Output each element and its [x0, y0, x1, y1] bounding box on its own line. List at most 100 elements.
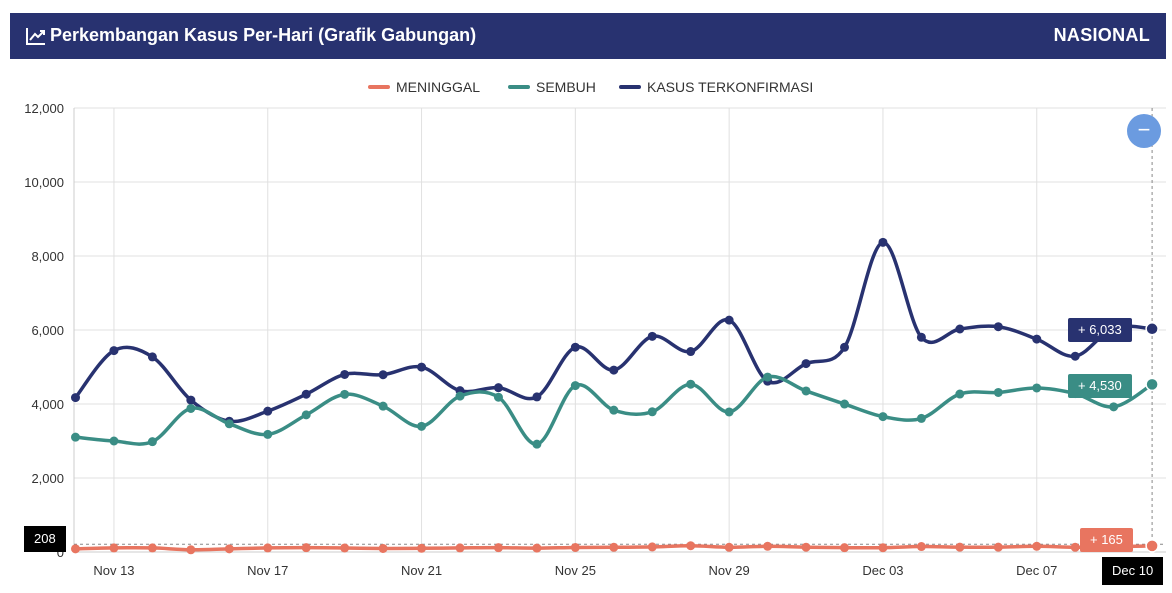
tooltip-deaths: + 165: [1080, 528, 1133, 552]
data-point-kasus-terkonfirmasi: [916, 332, 926, 342]
data-point-sembuh: [1145, 377, 1159, 392]
data-point-sembuh: [532, 439, 542, 449]
tooltip-recovered: + 4,530: [1068, 374, 1132, 398]
data-point-meninggal: [340, 543, 350, 553]
data-point-kasus-terkonfirmasi: [686, 347, 696, 357]
data-point-meninggal: [570, 542, 580, 552]
data-point-meninggal: [186, 545, 196, 555]
y-tick-label: 12,000: [24, 101, 64, 116]
data-point-sembuh: [763, 372, 773, 382]
data-point-sembuh: [609, 405, 619, 415]
data-point-sembuh: [71, 432, 80, 442]
data-point-kasus-terkonfirmasi: [147, 352, 157, 362]
data-point-meninggal: [71, 544, 80, 554]
chart-header: Perkembangan Kasus Per-Hari (Grafik Gabu…: [10, 13, 1166, 59]
data-point-kasus-terkonfirmasi: [609, 365, 619, 375]
data-point-kasus-terkonfirmasi: [801, 359, 811, 369]
x-tick-label: Nov 13: [93, 563, 134, 578]
data-point-meninggal: [532, 543, 542, 553]
data-point-meninggal: [109, 543, 119, 553]
y-tick-label: 6,000: [31, 323, 64, 338]
data-point-meninggal: [493, 543, 503, 553]
data-point-kasus-terkonfirmasi: [301, 389, 311, 399]
data-point-kasus-terkonfirmasi: [1070, 351, 1080, 361]
chart-legend: MENINGGAL SEMBUH KASUS TERKONFIRMASI: [0, 79, 1172, 99]
x-tick-label: Nov 29: [709, 563, 750, 578]
x-tick-label: Nov 25: [555, 563, 596, 578]
data-point-sembuh: [340, 389, 350, 399]
data-point-meninggal: [1145, 539, 1159, 553]
data-point-kasus-terkonfirmasi: [878, 237, 888, 247]
data-point-sembuh: [916, 413, 926, 423]
data-point-kasus-terkonfirmasi: [186, 395, 196, 405]
data-point-sembuh: [455, 391, 465, 401]
data-point-kasus-terkonfirmasi: [532, 392, 542, 402]
data-point-sembuh: [263, 429, 273, 439]
chart-title: Perkembangan Kasus Per-Hari (Grafik Gabu…: [50, 25, 477, 45]
data-point-kasus-terkonfirmasi: [993, 322, 1003, 332]
data-point-sembuh: [378, 401, 388, 411]
y-tick-label: 2,000: [31, 471, 64, 486]
y-tick-label: 8,000: [31, 249, 64, 264]
x-tick-label: Dec 07: [1016, 563, 1057, 578]
data-point-kasus-terkonfirmasi: [570, 342, 580, 352]
data-point-kasus-terkonfirmasi: [840, 342, 849, 352]
data-point-kasus-terkonfirmasi: [417, 362, 427, 372]
data-point-sembuh: [955, 389, 965, 399]
data-point-sembuh: [801, 386, 811, 396]
minus-icon: −: [1137, 117, 1151, 142]
legend-label: SEMBUH: [536, 79, 596, 95]
data-point-sembuh: [878, 412, 888, 422]
data-point-meninggal: [955, 542, 965, 552]
crosshair-x-label: Dec 10: [1102, 557, 1164, 585]
data-point-kasus-terkonfirmasi: [955, 324, 965, 334]
data-point-meninggal: [1032, 541, 1042, 551]
data-point-meninggal: [609, 542, 619, 552]
data-point-kasus-terkonfirmasi: [1145, 322, 1159, 336]
data-point-meninggal: [916, 542, 926, 552]
legend-label: KASUS TERKONFIRMASI: [647, 79, 814, 95]
data-point-meninggal: [1070, 542, 1080, 552]
legend-swatch: [368, 85, 390, 89]
legend-item-meninggal[interactable]: MENINGGAL: [368, 79, 480, 95]
legend-swatch: [619, 85, 641, 89]
data-point-kasus-terkonfirmasi: [493, 383, 503, 393]
x-tick-label: Dec 03: [862, 563, 903, 578]
data-point-sembuh: [417, 421, 427, 431]
crosshair-y-label: 208: [24, 526, 66, 552]
data-point-meninggal: [801, 542, 811, 552]
legend-label: MENINGGAL: [396, 79, 481, 95]
data-point-sembuh: [686, 379, 696, 389]
data-point-kasus-terkonfirmasi: [109, 346, 119, 356]
data-point-sembuh: [570, 381, 580, 391]
data-point-sembuh: [493, 392, 503, 402]
legend-item-terkonfirmasi[interactable]: KASUS TERKONFIRMASI: [619, 79, 813, 95]
data-point-sembuh: [1032, 383, 1042, 393]
data-point-sembuh: [109, 436, 119, 446]
data-point-meninggal: [224, 544, 234, 554]
data-point-sembuh: [1109, 402, 1119, 412]
data-point-sembuh: [224, 419, 234, 429]
line-chart-icon: [26, 28, 45, 45]
data-point-meninggal: [263, 543, 273, 553]
data-point-meninggal: [301, 543, 311, 553]
data-point-sembuh: [993, 387, 1003, 397]
data-point-meninggal: [840, 543, 849, 553]
data-point-kasus-terkonfirmasi: [647, 331, 657, 341]
data-point-sembuh: [647, 407, 657, 417]
data-point-kasus-terkonfirmasi: [71, 393, 80, 403]
data-point-sembuh: [840, 399, 849, 409]
data-point-kasus-terkonfirmasi: [378, 370, 388, 380]
data-point-meninggal: [686, 541, 696, 551]
data-point-meninggal: [724, 542, 734, 552]
legend-item-sembuh[interactable]: SEMBUH: [508, 79, 596, 95]
y-tick-label: 10,000: [24, 175, 64, 190]
legend-swatch: [508, 85, 530, 89]
data-point-kasus-terkonfirmasi: [263, 406, 273, 416]
y-tick-label: 0: [57, 545, 64, 560]
data-point-meninggal: [993, 542, 1003, 552]
zoom-out-button[interactable]: −: [1127, 114, 1161, 148]
data-point-sembuh: [147, 437, 157, 447]
data-point-meninggal: [647, 542, 657, 552]
data-point-sembuh: [301, 410, 311, 420]
